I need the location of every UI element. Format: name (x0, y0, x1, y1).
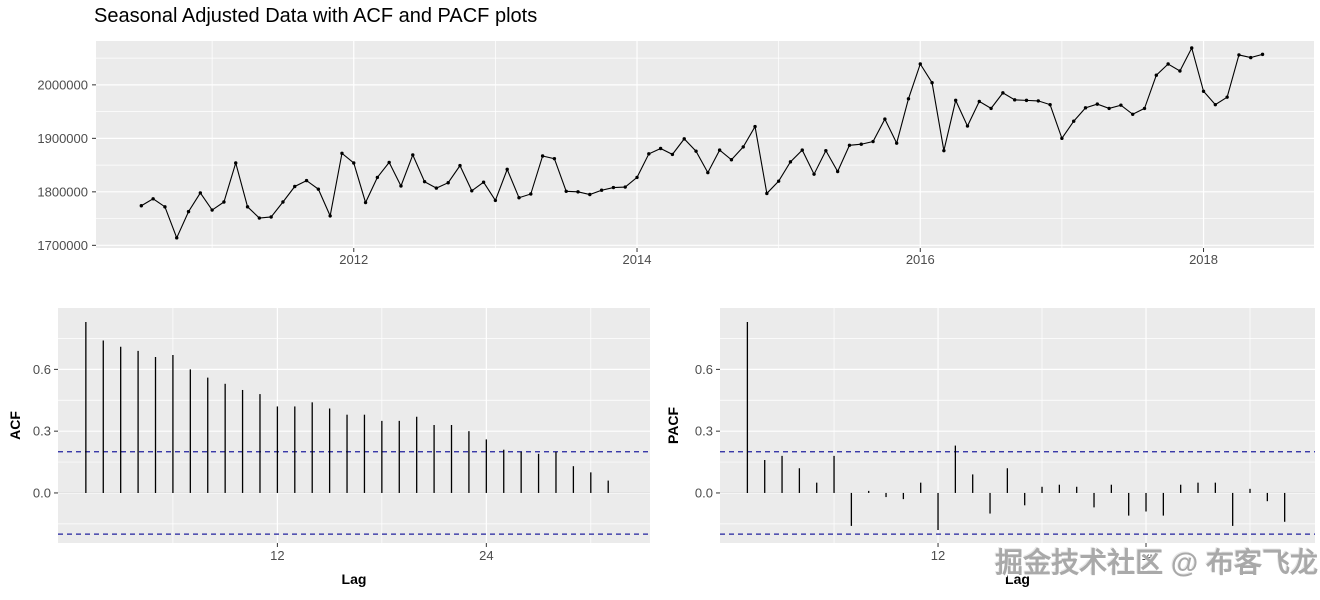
acf-gridlines (58, 308, 650, 543)
svg-text:0.0: 0.0 (695, 485, 713, 500)
svg-text:1700000: 1700000 (37, 238, 88, 253)
svg-text:12: 12 (931, 548, 945, 563)
svg-text:Lag: Lag (342, 571, 367, 587)
seasonal-adjusted-series-plot (96, 41, 1314, 248)
svg-text:PACF: PACF (665, 407, 681, 445)
page-title: Seasonal Adjusted Data with ACF and PACF… (94, 5, 538, 27)
svg-text:2018: 2018 (1189, 252, 1218, 267)
pacf-bars (746, 322, 1286, 531)
svg-text:ACF: ACF (7, 411, 23, 440)
svg-text:Lag: Lag (1005, 571, 1030, 587)
acf-axis: 12 24 0.0 0.3 0.6 ACF Lag (7, 362, 494, 587)
pacf-confidence-bounds (720, 451, 1315, 535)
svg-text:2014: 2014 (623, 252, 652, 267)
svg-text:24: 24 (479, 548, 493, 563)
svg-text:0.0: 0.0 (33, 485, 51, 500)
svg-text:1800000: 1800000 (37, 184, 88, 199)
svg-text:0.6: 0.6 (695, 362, 713, 377)
svg-text:0.6: 0.6 (33, 362, 51, 377)
seasonal-adjusted-series-axis: 2012 2014 2016 2018 1700000 1800000 1900000 200… (37, 77, 1218, 267)
svg-text:2000000: 2000000 (37, 77, 88, 92)
pacf-plot (720, 308, 1315, 543)
svg-text:24: 24 (1139, 548, 1153, 563)
svg-text:12: 12 (270, 548, 284, 563)
watermark: 掘金技术社区 @ 布客飞龙 (995, 547, 1318, 578)
acf-bars (85, 322, 609, 493)
svg-text:1900000: 1900000 (37, 131, 88, 146)
seasonal-adjusted-series-gridlines (96, 41, 1314, 248)
svg-text:0.3: 0.3 (695, 424, 713, 439)
svg-text:2016: 2016 (906, 252, 935, 267)
svg-text:2012: 2012 (339, 252, 368, 267)
acf-plot (58, 308, 650, 543)
seasonal-adjusted-series-line (139, 46, 1265, 240)
svg-text:0.3: 0.3 (33, 424, 51, 439)
pacf-axis: 12 24 0.0 0.3 0.6 PACF Lag (665, 362, 1153, 587)
